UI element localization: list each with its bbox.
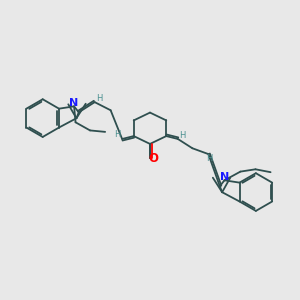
Text: H: H bbox=[114, 130, 121, 140]
Text: O: O bbox=[149, 152, 159, 166]
Text: H: H bbox=[207, 154, 213, 164]
Text: N: N bbox=[220, 172, 230, 182]
Text: H: H bbox=[96, 94, 103, 103]
Text: N: N bbox=[69, 98, 78, 108]
Text: H: H bbox=[179, 131, 186, 140]
